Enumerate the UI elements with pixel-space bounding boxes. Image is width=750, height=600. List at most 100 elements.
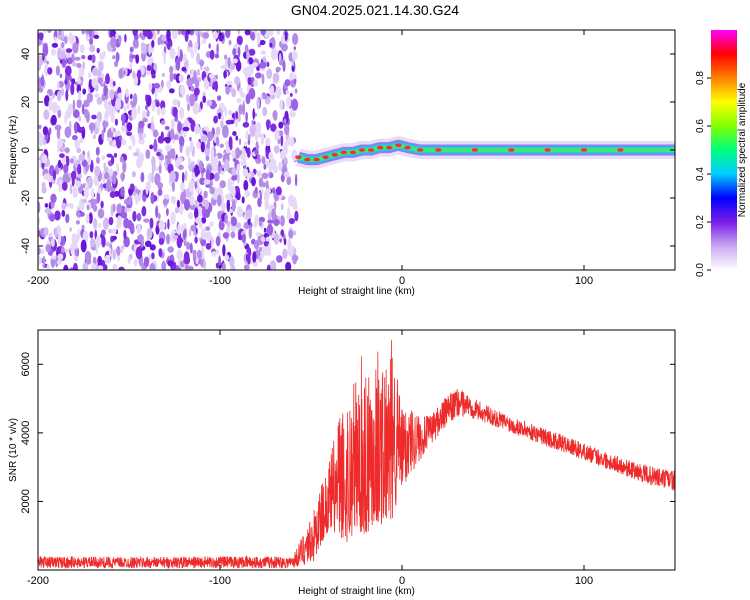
noise-cell bbox=[270, 48, 278, 61]
noise-cell bbox=[194, 124, 201, 135]
noise-cell bbox=[292, 253, 297, 265]
noise-cell bbox=[143, 218, 150, 223]
noise-cell bbox=[230, 216, 237, 227]
noise-cell bbox=[76, 211, 81, 217]
noise-cell bbox=[269, 260, 277, 270]
noise-cell bbox=[43, 30, 46, 34]
noise-cell bbox=[120, 211, 128, 219]
noise-cell bbox=[205, 155, 210, 162]
noise-cell bbox=[153, 140, 158, 152]
noise-cell bbox=[45, 244, 51, 253]
noise-cell bbox=[46, 264, 50, 270]
noise-cell bbox=[262, 93, 268, 100]
noise-cell bbox=[52, 169, 57, 181]
noise-cell bbox=[269, 85, 275, 96]
noise-cell bbox=[225, 119, 232, 125]
noise-cell bbox=[124, 33, 127, 43]
noise-cell bbox=[69, 203, 74, 209]
noise-cell bbox=[52, 103, 59, 112]
noise-cell bbox=[93, 218, 98, 230]
noise-cell bbox=[75, 220, 80, 225]
noise-cell bbox=[81, 159, 88, 168]
noise-cell bbox=[189, 195, 195, 206]
noise-cell bbox=[140, 172, 145, 183]
noise-cell bbox=[194, 79, 200, 89]
noise-cell bbox=[108, 228, 113, 234]
noise-cell bbox=[162, 198, 169, 206]
noise-cell bbox=[108, 216, 114, 226]
signal-peak bbox=[349, 150, 357, 155]
noise-cell bbox=[101, 235, 106, 248]
signal-peak bbox=[386, 145, 393, 150]
noise-cell bbox=[265, 236, 271, 242]
noise-cell bbox=[176, 156, 183, 164]
noise-cell bbox=[228, 40, 232, 46]
noise-cell bbox=[190, 224, 197, 232]
noise-cell bbox=[137, 105, 141, 115]
noise-cell bbox=[224, 54, 228, 60]
noise-cell bbox=[190, 85, 195, 92]
noise-cell bbox=[127, 256, 131, 265]
noise-cell bbox=[280, 229, 285, 238]
noise-cell bbox=[218, 255, 222, 268]
noise-cell bbox=[261, 172, 269, 179]
x-axis-label: Height of straight line (km) bbox=[298, 286, 415, 297]
noise-cell bbox=[110, 30, 117, 39]
noise-cell bbox=[206, 231, 212, 242]
noise-cell bbox=[96, 156, 100, 164]
noise-cell bbox=[60, 246, 65, 254]
noise-cell bbox=[260, 30, 266, 36]
x-tick-label: 100 bbox=[575, 575, 593, 587]
noise-cell bbox=[266, 201, 270, 210]
noise-cell bbox=[157, 135, 165, 144]
noise-cell bbox=[273, 145, 280, 154]
noise-cell bbox=[215, 126, 221, 136]
noise-cell bbox=[196, 52, 201, 65]
noise-cell bbox=[197, 31, 201, 45]
noise-cell bbox=[129, 222, 135, 232]
signal-peak bbox=[395, 143, 402, 147]
noise-cell bbox=[252, 108, 255, 120]
noise-cell bbox=[93, 134, 96, 140]
noise-cell bbox=[209, 221, 214, 227]
noise-cell bbox=[161, 120, 166, 125]
noise-cell bbox=[145, 149, 151, 160]
noise-cell bbox=[143, 256, 150, 268]
noise-cell bbox=[243, 141, 248, 147]
noise-cell bbox=[84, 108, 89, 119]
noise-cell bbox=[135, 54, 140, 64]
noise-cell bbox=[155, 101, 160, 108]
signal-peak bbox=[404, 145, 411, 150]
noise-cell bbox=[82, 88, 87, 95]
noise-cell bbox=[141, 205, 147, 217]
noise-cell bbox=[199, 131, 204, 138]
noise-cell bbox=[38, 137, 44, 147]
noise-cell bbox=[74, 255, 79, 262]
noise-cell bbox=[89, 37, 94, 46]
noise-cell bbox=[74, 248, 78, 257]
noise-cell bbox=[225, 146, 231, 154]
noise-cell bbox=[170, 128, 175, 140]
noise-cell bbox=[41, 154, 48, 164]
x-tick-label: -200 bbox=[27, 275, 49, 287]
noise-cell bbox=[220, 119, 224, 129]
noise-cell bbox=[80, 239, 87, 253]
noise-cell bbox=[102, 264, 108, 270]
noise-cell bbox=[105, 73, 110, 85]
noise-cell bbox=[189, 136, 192, 142]
noise-cell bbox=[78, 90, 82, 101]
noise-cell bbox=[290, 196, 297, 208]
noise-cell bbox=[119, 135, 123, 141]
noise-cell bbox=[102, 50, 106, 58]
noise-cell bbox=[57, 232, 62, 244]
noise-cell bbox=[123, 217, 130, 229]
noise-cell bbox=[152, 129, 159, 138]
noise-cell bbox=[291, 149, 298, 161]
noise-cell bbox=[159, 153, 164, 161]
noise-cell bbox=[68, 172, 71, 178]
noise-cell bbox=[243, 264, 250, 270]
noise-cell bbox=[238, 104, 243, 115]
noise-cell bbox=[278, 130, 284, 137]
noise-cell bbox=[231, 175, 238, 181]
noise-cell bbox=[72, 61, 77, 67]
